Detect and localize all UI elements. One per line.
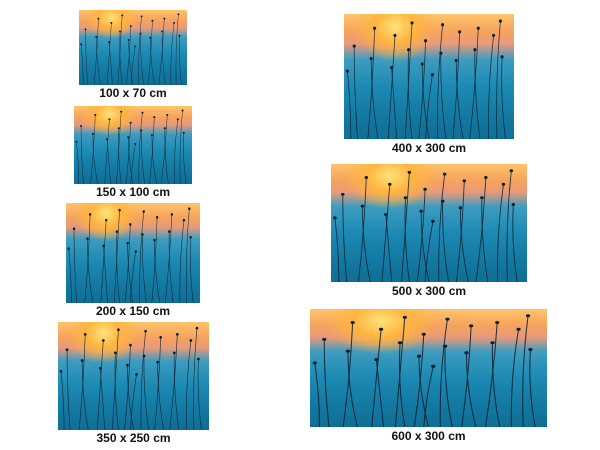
- print-preview-600x300: [310, 309, 547, 427]
- plant-silhouette: [80, 13, 182, 85]
- size-label-150x100: 150 x 100 cm: [95, 185, 171, 199]
- plant-silhouette: [312, 314, 536, 427]
- size-label-500x300: 500 x 300 cm: [391, 284, 467, 298]
- print-preview-500x300: [331, 164, 527, 282]
- size-label-400x300: 400 x 300 cm: [391, 141, 467, 155]
- plant-silhouette: [345, 19, 506, 139]
- print-preview-200x150: [66, 203, 200, 303]
- size-label-100x70: 100 x 70 cm: [99, 86, 167, 100]
- plant-silhouette: [75, 109, 187, 184]
- plant-silhouette: [59, 326, 202, 430]
- plant-silhouette: [333, 169, 518, 282]
- print-preview-150x100: [74, 106, 192, 184]
- print-preview-100x70: [79, 10, 187, 85]
- print-preview-400x300: [344, 14, 514, 139]
- size-label-350x250: 350 x 250 cm: [96, 431, 171, 445]
- size-label-200x150: 200 x 150 cm: [95, 304, 171, 318]
- plant-silhouette: [67, 207, 194, 303]
- size-label-600x300: 600 x 300 cm: [391, 429, 466, 443]
- print-preview-350x250: [58, 322, 209, 430]
